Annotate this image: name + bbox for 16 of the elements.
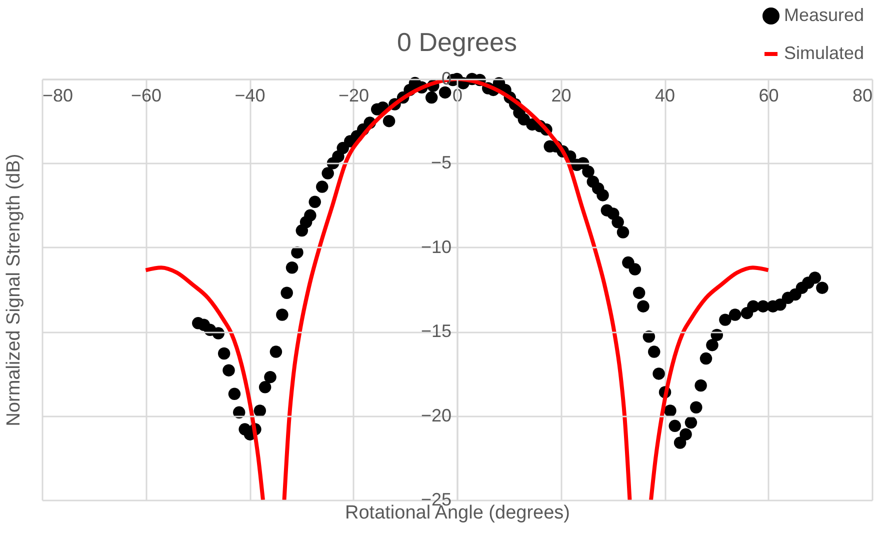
x-tick-label: 40 <box>654 86 676 106</box>
legend-label: Measured <box>784 5 864 25</box>
y-tick-label: −15 <box>420 321 452 342</box>
x-tick-label: −60 <box>130 86 162 106</box>
chart-title: 0 Degrees <box>397 27 517 57</box>
legend-label: Simulated <box>784 43 864 63</box>
x-tick-label: −40 <box>234 86 266 106</box>
y-tick-label: −20 <box>420 405 452 426</box>
x-tick-label: 80 <box>852 86 872 106</box>
x-tick-label: 60 <box>758 86 779 106</box>
y-axis-title: Normalized Signal Strength (dB) <box>4 154 24 426</box>
x-tick-label: 20 <box>551 86 572 106</box>
y-tick-label: −10 <box>420 236 452 257</box>
y-tick-label: −5 <box>430 152 452 173</box>
x-tick-label: −80 <box>42 86 74 106</box>
x-tick-label: −20 <box>338 86 370 106</box>
